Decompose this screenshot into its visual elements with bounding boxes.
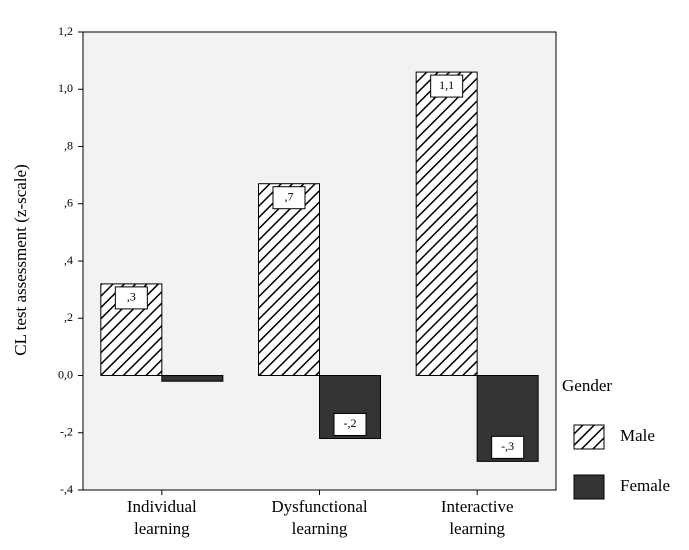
value-label: ,7 — [285, 189, 294, 203]
legend-title: Gender — [562, 376, 612, 395]
value-label-box — [272, 186, 306, 210]
legend-swatch — [573, 424, 605, 450]
y-tick-label: ,4 — [64, 253, 73, 267]
value-label: -,2 — [344, 416, 357, 430]
y-tick-label: 1,0 — [58, 81, 73, 95]
value-label-box — [333, 412, 367, 436]
y-tick-label: ,8 — [64, 138, 73, 152]
bar — [258, 183, 320, 376]
x-tick-label: Interactive learning — [441, 497, 514, 538]
y-tick-label: 0,0 — [58, 367, 73, 381]
legend-label: Female — [620, 476, 670, 495]
value-label-box — [114, 286, 148, 310]
value-label-box — [491, 435, 525, 459]
bar — [415, 71, 478, 376]
bar — [161, 375, 224, 382]
value-label: -,3 — [501, 439, 514, 453]
value-label-box — [430, 74, 464, 98]
y-tick-label: ,2 — [64, 310, 73, 324]
legend-swatch — [573, 474, 605, 500]
value-label: ,3 — [127, 290, 136, 304]
y-tick-label: ,6 — [64, 196, 73, 210]
value-label: 1,1 — [439, 78, 454, 92]
x-tick-label: Individual learning — [127, 497, 197, 538]
legend-label: Male — [620, 426, 655, 445]
y-tick-label: -,2 — [60, 425, 73, 439]
y-axis-label: CL test assessment (z-scale) — [11, 164, 30, 356]
y-tick-label: 1,2 — [58, 24, 73, 38]
y-tick-label: -,4 — [60, 482, 73, 496]
x-tick-label: Dysfunctional learning — [271, 497, 368, 538]
